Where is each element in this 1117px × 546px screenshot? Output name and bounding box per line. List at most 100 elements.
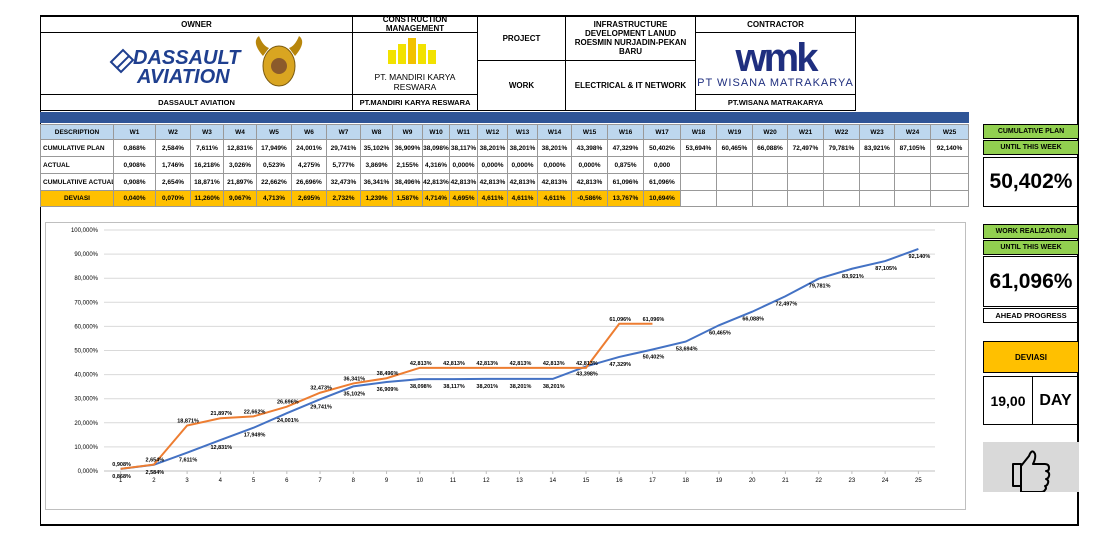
thumb-box xyxy=(983,442,1079,493)
data-label: 61,096% xyxy=(643,317,665,323)
table-cell: 42,813% xyxy=(422,173,450,191)
table-cell xyxy=(894,190,931,207)
data-label: 87,105% xyxy=(875,266,897,272)
data-label: 21,897% xyxy=(210,411,232,417)
table-cell: 26,696% xyxy=(291,173,327,191)
table-cell xyxy=(823,173,860,191)
table-cell: 60,465% xyxy=(716,139,753,157)
table-cell: 9,067% xyxy=(223,190,257,207)
y-tick-label: 90,000% xyxy=(74,252,98,258)
table-cell: 17,949% xyxy=(256,139,292,157)
table-cell: 22,662% xyxy=(256,173,292,191)
table-cell: 4,713% xyxy=(256,190,292,207)
data-label: 32,473% xyxy=(310,386,332,392)
data-label: 42,813% xyxy=(543,361,565,367)
table-cell: 61,096% xyxy=(607,173,644,191)
real-subtitle: UNTIL THIS WEEK xyxy=(983,240,1079,255)
data-label: 22,662% xyxy=(244,409,266,415)
table-cell: 0,000% xyxy=(449,156,478,174)
column-header: DESCRIPTION xyxy=(40,124,114,140)
table-cell: 2,695% xyxy=(291,190,327,207)
data-label: 79,781% xyxy=(809,284,831,290)
table-cell xyxy=(930,173,969,191)
contractor-name: PT.WISANA MATRAKARYA xyxy=(695,94,856,111)
column-header: W4 xyxy=(223,124,257,140)
contractor-logo-cell: wmk PT WISANA MATRAKARYA xyxy=(695,32,856,95)
series-line xyxy=(120,322,653,470)
cm-logo-caption: PT. MANDIRI KARYA RESWARA xyxy=(374,72,456,92)
table-cell: 2,654% xyxy=(155,173,191,191)
data-label: 42,813% xyxy=(410,361,432,367)
table-cell: 2,584% xyxy=(155,139,191,157)
column-header: W23 xyxy=(859,124,895,140)
column-header: W3 xyxy=(190,124,224,140)
real-value: 61,096% xyxy=(983,256,1079,307)
table-cell xyxy=(930,156,969,174)
data-label: 42,813% xyxy=(576,361,598,367)
plan-subtitle: UNTIL THIS WEEK xyxy=(983,140,1079,155)
table-cell xyxy=(680,190,717,207)
x-tick-label: 23 xyxy=(849,478,856,484)
data-label: 42,813% xyxy=(510,361,532,367)
table-cell: 18,871% xyxy=(190,173,224,191)
x-tick-label: 6 xyxy=(285,478,289,484)
data-label: 50,402% xyxy=(643,355,665,361)
data-label: 38,117% xyxy=(443,384,465,390)
contractor-logo: wmk xyxy=(735,36,819,80)
table-cell xyxy=(716,190,753,207)
data-label: 43,398% xyxy=(576,371,598,377)
column-header: W1 xyxy=(113,124,156,140)
table-cell: 0,000% xyxy=(477,156,508,174)
table-cell: 42,813% xyxy=(537,173,572,191)
chart-frame xyxy=(45,222,966,510)
y-tick-label: 100,000% xyxy=(71,228,99,234)
table-cell xyxy=(787,156,824,174)
table-cell: 35,102% xyxy=(360,139,393,157)
data-label: 42,813% xyxy=(476,361,498,367)
data-label: 24,001% xyxy=(277,418,299,424)
deviasi-title: DEVIASI xyxy=(983,341,1079,373)
deviasi-value: 19,00 xyxy=(983,376,1033,425)
column-header: W25 xyxy=(930,124,969,140)
data-label: 18,871% xyxy=(177,419,199,425)
plan-value: 50,402% xyxy=(983,157,1079,207)
y-tick-label: 60,000% xyxy=(74,324,98,330)
data-label: 38,201% xyxy=(510,384,532,390)
table-cell: 1,746% xyxy=(155,156,191,174)
table-cell: 0,868% xyxy=(113,139,156,157)
table-cell: 32,473% xyxy=(326,173,361,191)
plan-title: CUMULATIVE PLAN xyxy=(983,124,1079,139)
logo-line: DASSAULT xyxy=(133,47,242,69)
table-cell xyxy=(752,173,788,191)
table-cell: 83,921% xyxy=(859,139,895,157)
table-cell: 7,611% xyxy=(190,139,224,157)
table-cell: 0,000% xyxy=(507,156,538,174)
x-tick-label: 2 xyxy=(152,478,156,484)
column-header: W18 xyxy=(680,124,717,140)
column-header: W11 xyxy=(449,124,478,140)
table-cell: 79,781% xyxy=(823,139,860,157)
cm-name: PT.MANDIRI KARYA RESWARA xyxy=(352,94,478,111)
table-cell: 1,239% xyxy=(360,190,393,207)
data-label: 72,497% xyxy=(776,301,798,307)
table-cell: 42,813% xyxy=(449,173,478,191)
table-cell: 53,694% xyxy=(680,139,717,157)
table-cell: 0,000 xyxy=(643,156,681,174)
data-label: 29,741% xyxy=(310,404,332,410)
data-label: 47,329% xyxy=(609,362,631,368)
cm-logo xyxy=(388,38,436,64)
table-cell: 61,096% xyxy=(643,173,681,191)
owner-logo-cell: DASSAULT AVIATION xyxy=(40,32,353,95)
series-line xyxy=(120,248,919,470)
y-tick-label: 70,000% xyxy=(74,300,98,306)
x-tick-label: 18 xyxy=(682,478,689,484)
table-cell: 29,741% xyxy=(326,139,361,157)
table-cell: 1,587% xyxy=(392,190,423,207)
table-cell: 42,813% xyxy=(507,173,538,191)
y-tick-label: 30,000% xyxy=(74,397,98,403)
column-header: W12 xyxy=(477,124,508,140)
table-cell: 92,140% xyxy=(930,139,969,157)
y-tick-label: 50,000% xyxy=(74,349,98,355)
